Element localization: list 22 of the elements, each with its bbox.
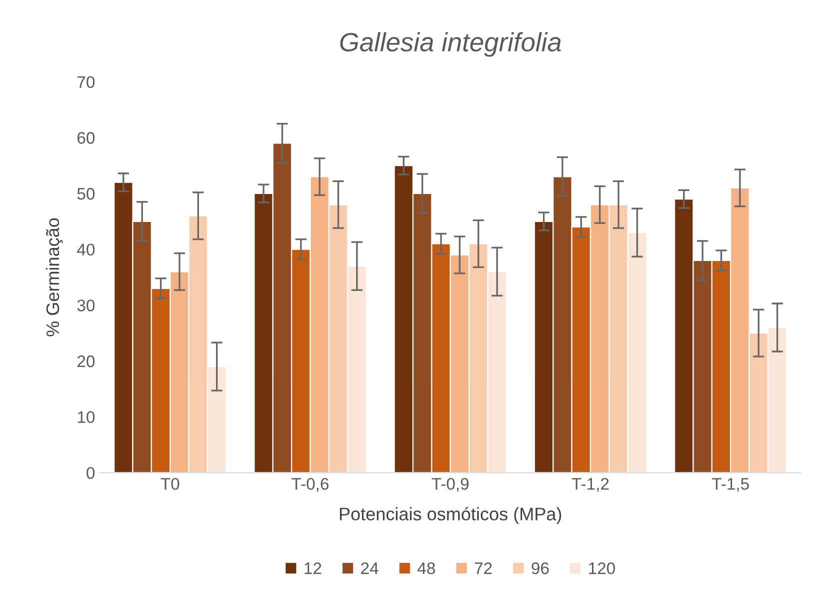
y-tick-label: 10 bbox=[78, 411, 95, 424]
legend-label: 96 bbox=[532, 562, 549, 574]
x-tick-label: T0 bbox=[160, 478, 180, 490]
y-tick-label: 70 bbox=[78, 76, 95, 88]
legend-label: 12 bbox=[304, 562, 322, 574]
legend-label: 24 bbox=[361, 562, 378, 574]
x-tick-label: T-1,2 bbox=[572, 478, 609, 492]
chart-title: Gallesia integrifolia bbox=[340, 32, 561, 57]
x-tick-label: T-0,6 bbox=[292, 478, 329, 492]
legend-label: 48 bbox=[418, 562, 436, 574]
legend-label: 72 bbox=[474, 562, 492, 574]
x-tick-label: T-1,5 bbox=[712, 478, 749, 492]
y-tick-label: 50 bbox=[77, 188, 95, 200]
y-tick-label: 0 bbox=[86, 467, 95, 479]
y-axis-title: % Germinação bbox=[46, 218, 63, 336]
y-tick-label: 40 bbox=[77, 244, 95, 256]
x-axis-title: Potenciais osmóticos (MPa) bbox=[340, 506, 562, 524]
y-tick-label: 20 bbox=[78, 355, 95, 368]
legend-label: 120 bbox=[589, 562, 615, 574]
x-tick-label: T-0,9 bbox=[432, 478, 469, 492]
y-tick-label: 30 bbox=[77, 300, 95, 312]
y-tick-label: 60 bbox=[78, 132, 95, 144]
